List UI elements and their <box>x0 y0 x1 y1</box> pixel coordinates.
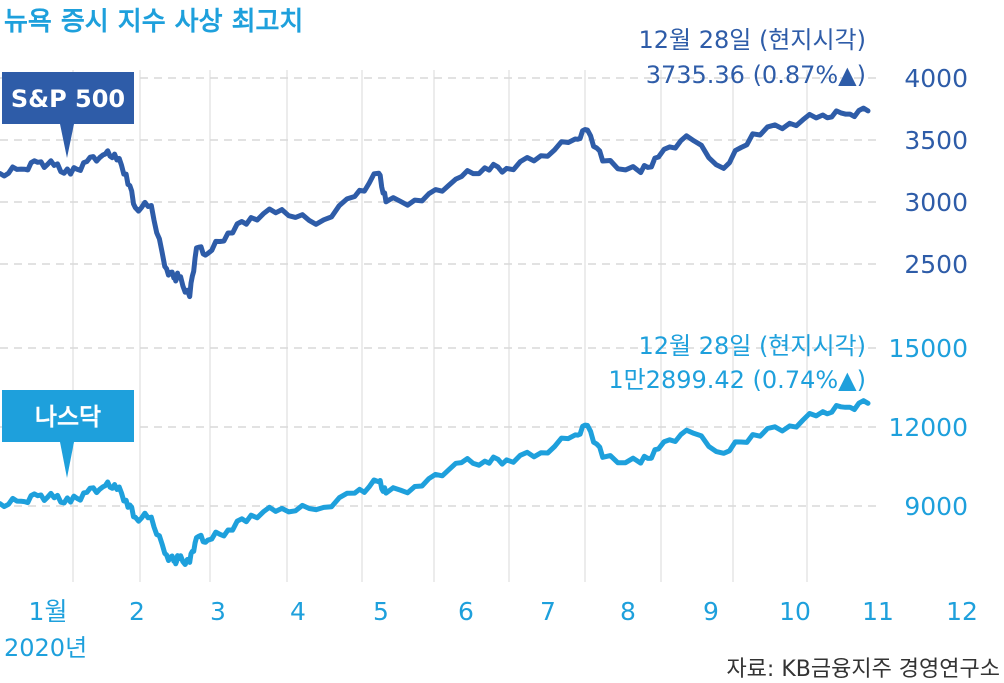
sp500-series-label: S&P 500 <box>11 85 125 113</box>
sp500-series-line <box>0 105 871 300</box>
x-tick-label: 12 <box>946 597 978 626</box>
nasdaq-up-arrow-icon: ▲) <box>838 366 866 394</box>
y-tick-label: 12000 <box>888 413 968 442</box>
sp500-series-badge: S&P 500 <box>2 72 134 158</box>
y-tick-label: 2500 <box>904 250 968 279</box>
y-tick-label: 9000 <box>904 492 968 521</box>
sp500-up-arrow-icon: ▲) <box>838 61 866 89</box>
nasdaq-badge-box <box>2 390 134 442</box>
sp500-callout-value: 3735.36 (0.87%▲) <box>646 61 866 89</box>
nasdaq-callout-value: 1만2899.42 (0.74%▲) <box>608 366 866 394</box>
x-tick-label: 10 <box>779 597 811 626</box>
x-tick-label: 11 <box>862 597 894 626</box>
sp500-callout-number: 3735.36 (0.87% <box>646 61 838 89</box>
x-tick-label: 2 <box>129 597 145 626</box>
x-tick-label: 3 <box>210 597 226 626</box>
nasdaq-callout-number: 1만2899.42 (0.74% <box>608 366 838 394</box>
y-tick-label: 15000 <box>888 334 968 363</box>
x-tick-label: 6 <box>458 597 474 626</box>
year-label: 2020년 <box>4 634 87 662</box>
x-tick-label: 9 <box>703 597 719 626</box>
sp500-badge-pointer <box>60 124 74 158</box>
nasdaq-series-badge: 나스닥 <box>2 390 134 478</box>
nasdaq-series-label: 나스닥 <box>35 403 101 431</box>
chart-title: 뉴욕 증시 지수 사상 최고치 <box>4 7 303 37</box>
sp500-badge-box <box>2 72 134 124</box>
sp500-y-tick-labels: 4000 3500 3000 2500 <box>904 64 968 279</box>
x-tick-label: 7 <box>540 597 556 626</box>
nasdaq-series-line <box>0 398 871 567</box>
y-tick-label: 4000 <box>904 64 968 93</box>
x-tick-label: 1월 <box>29 597 68 626</box>
nasdaq-y-tick-labels: 15000 12000 9000 <box>888 334 968 521</box>
x-tick-labels: 1월 2 3 4 5 6 7 8 9 10 11 12 <box>29 597 978 626</box>
nasdaq-callout-date: 12월 28일 (현지시각) <box>638 332 866 360</box>
sp500-callout-date: 12월 28일 (현지시각) <box>638 26 866 54</box>
nasdaq-badge-pointer <box>60 442 74 478</box>
x-tick-label: 8 <box>620 597 636 626</box>
nasdaq-gridlines <box>0 347 880 507</box>
month-gridlines <box>72 70 808 582</box>
y-tick-label: 3000 <box>904 188 968 217</box>
y-tick-label: 3500 <box>904 126 968 155</box>
x-tick-label: 4 <box>290 597 306 626</box>
source-note: 자료: KB금융지주 경영연구소 <box>726 657 1000 682</box>
x-tick-label: 5 <box>373 597 389 626</box>
